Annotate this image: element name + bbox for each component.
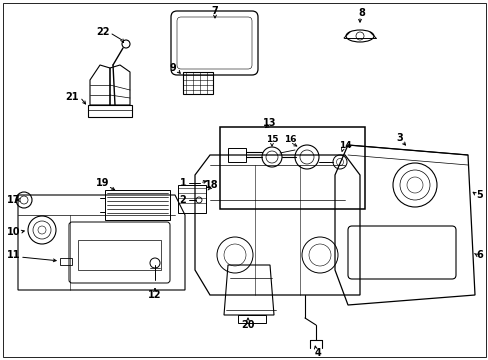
Bar <box>220 127 364 209</box>
Text: 10: 10 <box>7 227 20 237</box>
Bar <box>238 315 265 323</box>
Bar <box>88 105 132 117</box>
Text: 21: 21 <box>65 92 79 102</box>
Text: 15: 15 <box>265 135 278 144</box>
Text: 5: 5 <box>476 190 482 200</box>
Text: 18: 18 <box>205 180 218 190</box>
Text: 1: 1 <box>179 178 186 188</box>
Text: 4: 4 <box>314 348 321 358</box>
Bar <box>183 72 213 94</box>
Text: 14: 14 <box>338 140 350 149</box>
Text: 6: 6 <box>476 250 482 260</box>
Text: 17: 17 <box>7 195 20 205</box>
Text: 12: 12 <box>148 290 162 300</box>
Text: 22: 22 <box>96 27 109 37</box>
Text: 20: 20 <box>241 320 254 330</box>
Bar <box>78 240 161 270</box>
Text: 9: 9 <box>169 63 176 73</box>
Text: 7: 7 <box>211 6 218 16</box>
Text: 16: 16 <box>283 135 296 144</box>
Bar <box>178 185 205 213</box>
Text: 11: 11 <box>7 250 20 260</box>
Bar <box>105 190 170 220</box>
Text: 3: 3 <box>396 133 403 143</box>
Text: 13: 13 <box>263 118 276 128</box>
Text: 8: 8 <box>358 8 365 18</box>
Text: 19: 19 <box>96 178 109 188</box>
Bar <box>227 148 245 162</box>
Text: 2: 2 <box>179 195 186 205</box>
